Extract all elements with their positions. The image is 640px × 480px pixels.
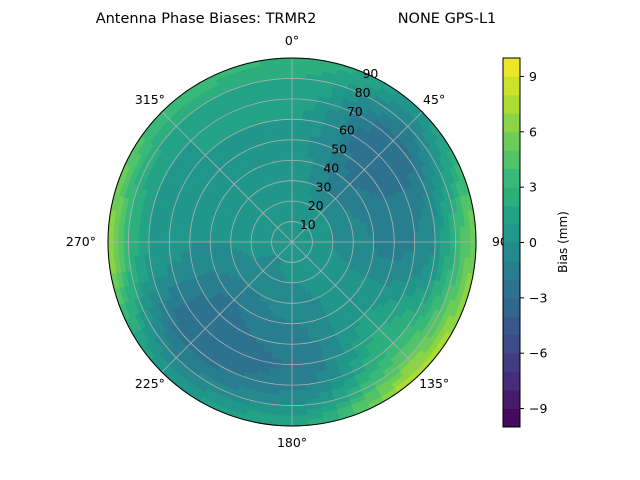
contour-cell — [352, 235, 360, 243]
colorbar-segment — [503, 224, 520, 243]
colorbar-segment — [503, 113, 520, 133]
colorbar-segment — [503, 58, 520, 77]
colorbar-segment — [503, 242, 520, 262]
contour-cell — [291, 307, 299, 315]
contour-cell — [291, 292, 298, 299]
contour-cell — [224, 241, 232, 249]
contour-cell — [287, 195, 293, 202]
colorbar-segment — [503, 371, 520, 391]
theta-tick-label: 315° — [135, 92, 165, 107]
r-tick-label: 20 — [308, 198, 324, 213]
contour-cell — [285, 174, 293, 182]
colorbar-label: Bias (mm) — [556, 211, 570, 273]
contour-cell — [240, 241, 247, 247]
r-tick-label: 50 — [331, 142, 347, 157]
colorbar-segment — [503, 390, 520, 409]
contour-cell — [291, 302, 299, 310]
colorbar-segment — [503, 150, 520, 170]
colorbar-segment — [503, 334, 520, 354]
theta-tick-label: 45° — [423, 92, 445, 107]
contour-cell — [245, 241, 252, 247]
colorbar-tick-label: −6 — [529, 346, 547, 361]
colorbar-tick-label: 9 — [529, 69, 537, 84]
polar-frame — [107, 57, 477, 427]
contour-cell — [363, 235, 370, 243]
r-tick-label: 60 — [339, 123, 355, 138]
colorbar-tick-label: −9 — [529, 401, 547, 416]
theta-tick-label: 135° — [419, 376, 449, 391]
r-tick-label: 30 — [316, 179, 332, 194]
theta-tick-labels: 0°45°90°135°180°225°270°315° — [66, 33, 514, 450]
colorbar-segment — [503, 353, 520, 373]
colorbar-segment — [503, 76, 520, 96]
chart-title-right: NONE GPS-L1 — [398, 11, 497, 27]
colorbar-tick-label: 0 — [529, 235, 537, 250]
colorbar-segment — [503, 316, 520, 336]
r-tick-label: 90 — [362, 66, 378, 81]
theta-gridline — [161, 111, 293, 243]
theta-gridline — [291, 111, 423, 243]
theta-gridline — [161, 241, 293, 373]
contour-cell — [332, 237, 339, 243]
colorbar-segment — [503, 94, 520, 114]
theta-tick-label: 270° — [66, 234, 96, 249]
polar-grid — [108, 58, 476, 426]
contour-cell — [291, 287, 297, 294]
chart-title-left: Antenna Phase Biases: TRMR2 — [96, 11, 317, 27]
theta-tick-label: 180° — [277, 435, 307, 450]
contour-cell — [357, 235, 365, 243]
contour-cell — [287, 190, 293, 197]
colorbar-segment — [503, 297, 520, 317]
colorbar-tick-label: −3 — [529, 290, 547, 305]
theta-gridline — [291, 241, 423, 373]
r-tick-label: 70 — [347, 104, 363, 119]
r-tick-label: 40 — [323, 160, 339, 175]
contour-cell — [291, 282, 297, 289]
colorbar-segment — [503, 131, 520, 151]
contour-field — [107, 57, 477, 427]
theta-tick-label: 225° — [135, 376, 165, 391]
contour-cell — [337, 237, 344, 243]
contour-cell — [342, 236, 349, 243]
colorbar-tick-label: 6 — [529, 124, 537, 139]
contour-cell — [285, 169, 293, 177]
colorbar-segment — [503, 168, 520, 188]
r-tick-label: 10 — [300, 217, 316, 232]
colorbar-segment — [503, 187, 520, 206]
contour-cell — [285, 164, 293, 171]
colorbar: −9 −6 −3 0 3 6 9 — [502, 57, 547, 428]
contour-cell — [219, 241, 227, 249]
contour-cell — [286, 185, 293, 192]
r-tick-label: 80 — [355, 85, 371, 100]
colorbar-tick-label: 3 — [529, 180, 537, 195]
colorbar-segment — [503, 205, 520, 225]
colorbar-segment — [503, 279, 520, 299]
colorbar-segment — [503, 260, 520, 280]
theta-tick-label: 0° — [285, 33, 299, 48]
r-tick-labels: 10 20 30 40 50 60 70 80 90 — [300, 66, 379, 232]
colorbar-segment — [503, 408, 520, 428]
contour-cell — [214, 241, 221, 249]
contour-cell — [235, 241, 242, 248]
contour-cell — [291, 313, 299, 320]
